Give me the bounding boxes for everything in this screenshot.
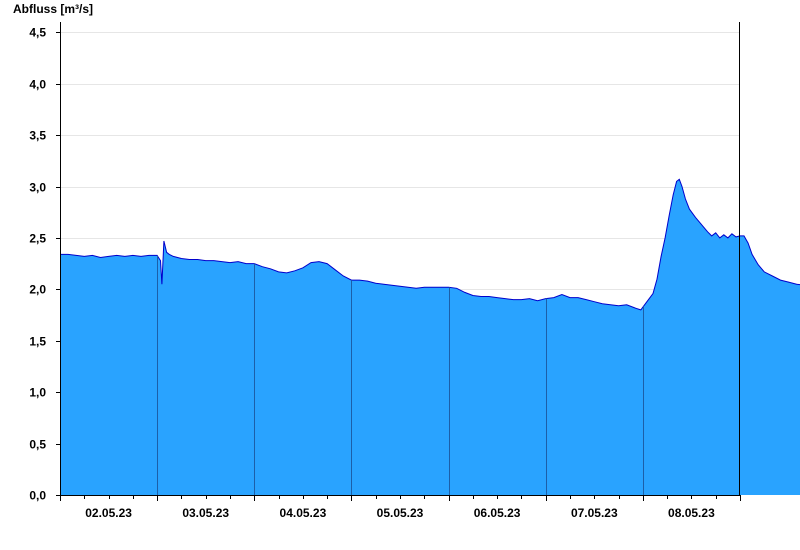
y-tick-layer: 0,0 0,5 1,0 1,5 2,0 2,5 3,0 3,5 4,0 4,5 <box>29 26 60 503</box>
x-tick-layer: 02.05.23 03.05.23 04.05.23 05.05.23 06.05.23… <box>60 495 741 520</box>
day-separator-layer <box>157 255 644 495</box>
y-tick-label: 0,5 <box>29 438 46 452</box>
y-tick-label: 1,0 <box>29 386 46 400</box>
y-tick-label: 4,5 <box>29 26 46 40</box>
x-tick-label: 08.05.23 <box>668 506 715 520</box>
x-tick-label: 02.05.23 <box>85 506 132 520</box>
x-tick-label: 07.05.23 <box>571 506 618 520</box>
area-layer <box>60 178 800 495</box>
y-tick-label: 2,0 <box>29 283 46 297</box>
discharge-area <box>60 179 800 495</box>
y-tick-label: 4,0 <box>29 78 46 92</box>
x-tick-label: 06.05.23 <box>474 506 521 520</box>
x-tick-label: 05.05.23 <box>377 506 424 520</box>
discharge-line <box>60 178 800 311</box>
y-tick-label: 2,5 <box>29 232 46 246</box>
y-axis-label: Abfluss [m³/s] <box>13 2 93 16</box>
x-tick-label: 04.05.23 <box>280 506 327 520</box>
y-tick-label: 1,5 <box>29 335 46 349</box>
y-tick-label: 3,0 <box>29 181 46 195</box>
y-tick-label: 0,0 <box>29 489 46 503</box>
x-tick-label: 03.05.23 <box>182 506 229 520</box>
y-tick-label: 3,5 <box>29 129 46 143</box>
